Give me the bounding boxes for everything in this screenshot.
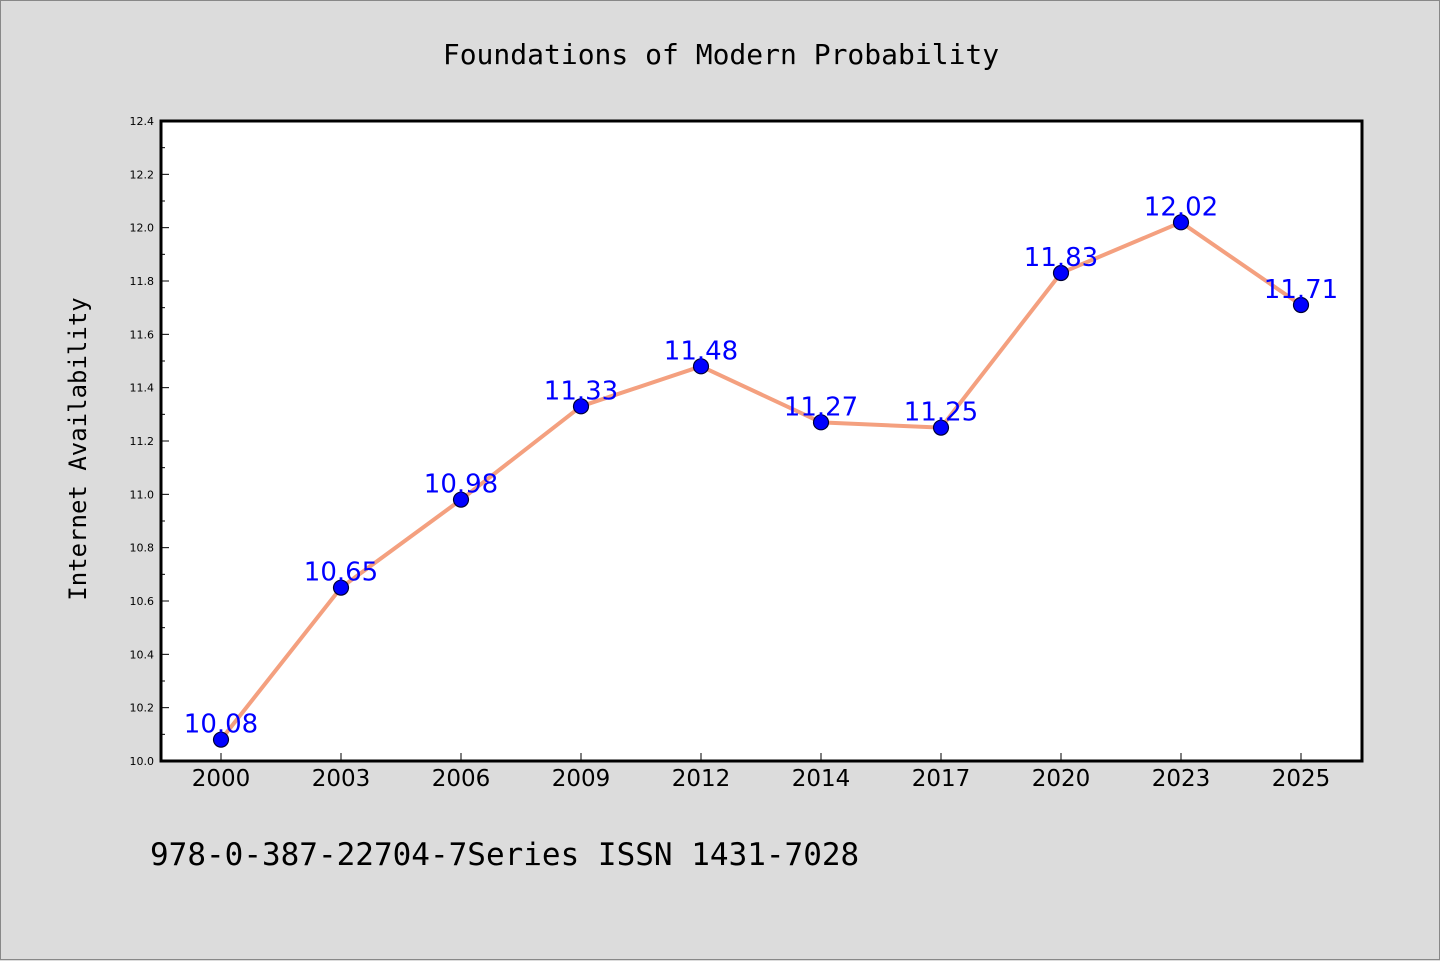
footer-isbn-text: 978-0-387-22704-7Series ISSN 1431-7028 (150, 837, 859, 873)
x-tick-label: 2012 (672, 766, 731, 792)
data-point (812, 414, 830, 431)
data-point (1172, 214, 1190, 231)
x-tick-label: 2000 (192, 766, 251, 792)
x-axis: 2000 2003 2006 2009 2012 2014 2017 2020 2023 2025 (192, 753, 1331, 792)
data-point (452, 491, 470, 508)
y-tick-label: 11.4 (130, 382, 155, 395)
data-label: 11.27 (784, 392, 858, 422)
data-label: 10.65 (304, 558, 378, 588)
data-point (1292, 296, 1310, 314)
y-tick-label: 10.2 (130, 702, 155, 715)
x-tick-label: 2020 (1032, 766, 1091, 792)
y-tick-label: 11.0 (130, 488, 155, 501)
data-label: 11.25 (904, 398, 978, 428)
data-point (332, 579, 350, 596)
x-tick-label: 2014 (792, 766, 851, 792)
x-tick-label: 2006 (432, 766, 491, 792)
data-label: 11.33 (544, 376, 618, 406)
data-label: 10.08 (184, 710, 258, 740)
data-point (212, 731, 230, 748)
x-tick-label: 2009 (552, 766, 611, 792)
data-label: 10.98 (424, 470, 498, 500)
plot-area (159, 119, 1364, 763)
y-tick-label: 12.2 (130, 168, 155, 181)
x-tick-label: 2003 (312, 766, 371, 792)
x-tick-label: 2023 (1152, 766, 1211, 792)
data-label: 11.83 (1024, 243, 1098, 273)
data-label: 12.02 (1144, 192, 1218, 222)
y-axis-label: Internet Availability (64, 297, 92, 600)
y-tick-label: 12.4 (130, 115, 155, 128)
x-tick-label: 2017 (912, 766, 971, 792)
x-tick-label: 2025 (1272, 766, 1331, 792)
y-axis: 10.0 10.2 10.4 10.6 10.8 11.0 11.2 11.4 11.6 11.8… (130, 115, 169, 768)
y-tick-label: 12.0 (130, 222, 155, 235)
y-tick-label: 11.6 (130, 328, 155, 341)
data-point (932, 419, 950, 436)
data-point (572, 398, 590, 415)
y-tick-label: 11.2 (130, 435, 155, 448)
data-label: 11.71 (1264, 275, 1338, 305)
chart-title: Foundations of Modern Probability (443, 38, 999, 71)
y-tick-label: 10.8 (130, 542, 155, 555)
data-label: 11.48 (664, 336, 738, 366)
y-tick-label: 10.6 (130, 595, 155, 608)
y-tick-label: 10.4 (130, 648, 155, 661)
data-point (692, 358, 710, 375)
data-point (1052, 264, 1070, 282)
series-revenue (212, 214, 1310, 748)
data-labels: 10.08 10.65 10.98 11.33 11.48 11.27 11.25 11.83… (184, 192, 1338, 739)
series-line (219, 220, 1303, 741)
y-tick-label: 10.0 (130, 755, 155, 768)
y-tick-label: 11.8 (130, 275, 155, 288)
